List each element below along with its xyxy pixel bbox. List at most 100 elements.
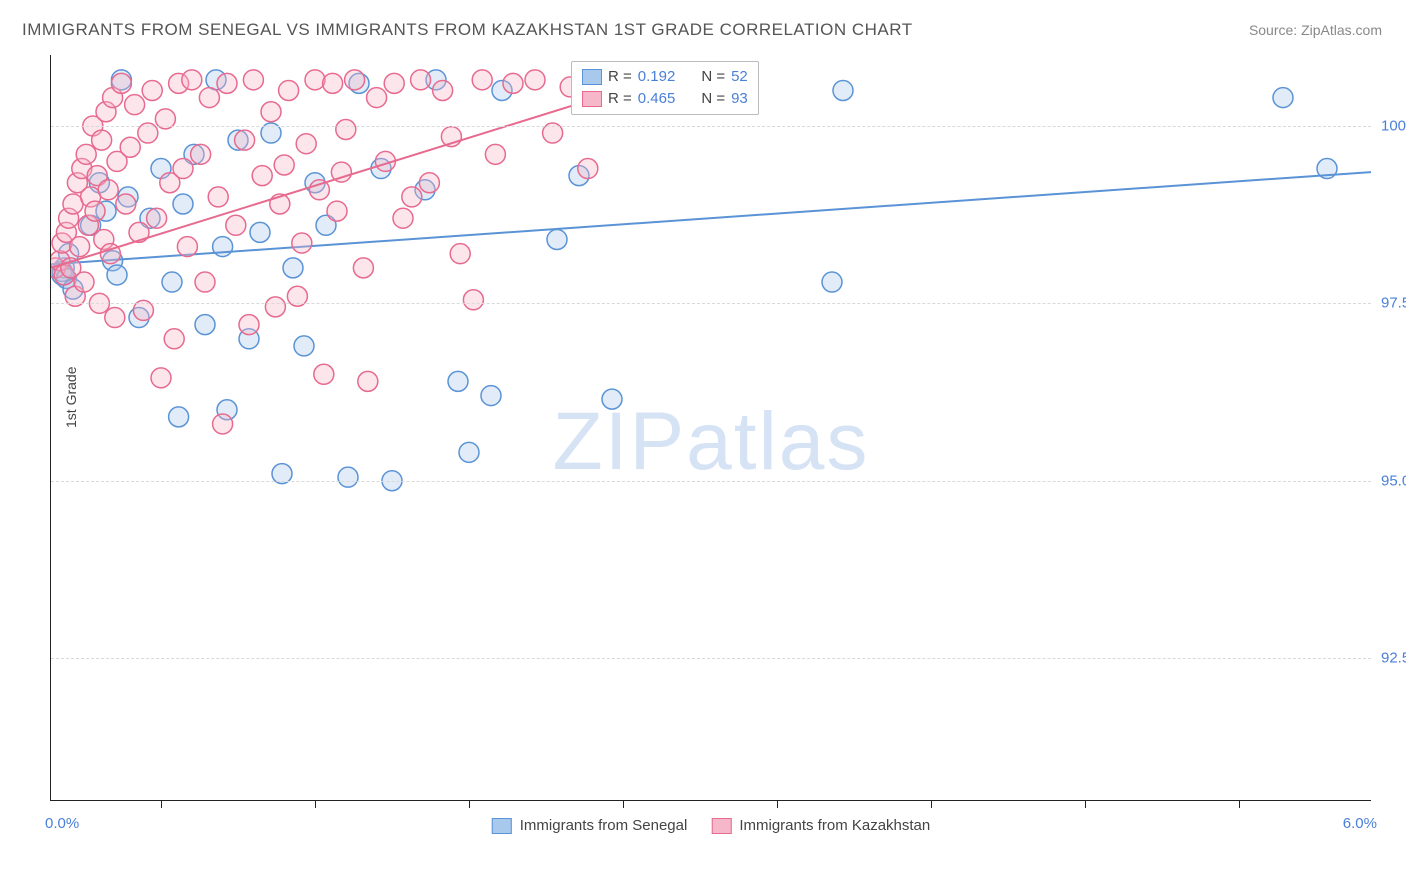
scatter-point-kazakhstan bbox=[314, 364, 334, 384]
correlation-legend: R = 0.192N = 52R = 0.465N = 93 bbox=[571, 61, 759, 115]
series-legend: Immigrants from Senegal Immigrants from K… bbox=[492, 817, 930, 834]
x-tick bbox=[161, 800, 162, 808]
scatter-point-kazakhstan bbox=[142, 80, 162, 100]
scatter-point-kazakhstan bbox=[358, 371, 378, 391]
scatter-point-senegal bbox=[162, 272, 182, 292]
scatter-point-kazakhstan bbox=[296, 134, 316, 154]
plot-svg bbox=[51, 55, 1371, 800]
gridline-h bbox=[51, 658, 1371, 659]
scatter-point-kazakhstan bbox=[182, 70, 202, 90]
scatter-point-senegal bbox=[602, 389, 622, 409]
scatter-point-kazakhstan bbox=[116, 194, 136, 214]
scatter-point-kazakhstan bbox=[384, 73, 404, 93]
x-min-label: 0.0% bbox=[45, 815, 79, 832]
scatter-point-kazakhstan bbox=[323, 73, 343, 93]
x-tick bbox=[931, 800, 932, 808]
scatter-point-kazakhstan bbox=[177, 237, 197, 257]
scatter-point-kazakhstan bbox=[327, 201, 347, 221]
scatter-point-kazakhstan bbox=[578, 159, 598, 179]
scatter-point-kazakhstan bbox=[252, 166, 272, 186]
scatter-point-kazakhstan bbox=[261, 102, 281, 122]
scatter-point-kazakhstan bbox=[76, 144, 96, 164]
legend-n-value: 52 bbox=[731, 66, 748, 88]
y-tick-label: 97.5% bbox=[1381, 295, 1406, 312]
scatter-point-senegal bbox=[107, 265, 127, 285]
scatter-point-senegal bbox=[833, 80, 853, 100]
scatter-point-kazakhstan bbox=[92, 130, 112, 150]
x-tick bbox=[469, 800, 470, 808]
scatter-point-senegal bbox=[481, 386, 501, 406]
scatter-point-kazakhstan bbox=[85, 201, 105, 221]
scatter-point-senegal bbox=[250, 222, 270, 242]
scatter-point-kazakhstan bbox=[411, 70, 431, 90]
scatter-point-senegal bbox=[283, 258, 303, 278]
gridline-h bbox=[51, 126, 1371, 127]
scatter-point-kazakhstan bbox=[305, 70, 325, 90]
scatter-point-senegal bbox=[169, 407, 189, 427]
scatter-point-kazakhstan bbox=[243, 70, 263, 90]
scatter-point-kazakhstan bbox=[151, 368, 171, 388]
legend-bottom-swatch-kazakhstan bbox=[711, 818, 731, 834]
y-tick-label: 92.5% bbox=[1381, 650, 1406, 667]
legend-r-label: R = bbox=[608, 88, 632, 110]
legend-r-label: R = bbox=[608, 66, 632, 88]
legend-bottom-swatch-senegal bbox=[492, 818, 512, 834]
scatter-point-kazakhstan bbox=[274, 155, 294, 175]
scatter-point-kazakhstan bbox=[450, 244, 470, 264]
legend-bottom-label-senegal: Immigrants from Senegal bbox=[520, 817, 688, 834]
scatter-point-kazakhstan bbox=[217, 73, 237, 93]
scatter-point-senegal bbox=[173, 194, 193, 214]
scatter-point-kazakhstan bbox=[279, 80, 299, 100]
y-tick-label: 100.0% bbox=[1381, 117, 1406, 134]
legend-n-label: N = bbox=[701, 88, 725, 110]
x-max-label: 6.0% bbox=[1343, 815, 1377, 832]
scatter-point-kazakhstan bbox=[402, 187, 422, 207]
scatter-point-kazakhstan bbox=[353, 258, 373, 278]
scatter-point-kazakhstan bbox=[367, 88, 387, 108]
source-name: ZipAtlas.com bbox=[1301, 22, 1382, 38]
scatter-point-kazakhstan bbox=[265, 297, 285, 317]
scatter-point-kazakhstan bbox=[463, 290, 483, 310]
y-axis-label: 1st Grade bbox=[63, 366, 79, 427]
scatter-point-senegal bbox=[338, 467, 358, 487]
legend-n-label: N = bbox=[701, 66, 725, 88]
scatter-point-kazakhstan bbox=[393, 208, 413, 228]
scatter-point-kazakhstan bbox=[98, 180, 118, 200]
legend-r-value: 0.465 bbox=[638, 88, 676, 110]
scatter-point-kazakhstan bbox=[345, 70, 365, 90]
scatter-point-kazakhstan bbox=[120, 137, 140, 157]
trend-line-senegal bbox=[51, 172, 1371, 264]
legend-swatch-senegal bbox=[582, 69, 602, 85]
scatter-point-kazakhstan bbox=[129, 222, 149, 242]
gridline-h bbox=[51, 303, 1371, 304]
scatter-point-kazakhstan bbox=[125, 95, 145, 115]
scatter-point-kazakhstan bbox=[70, 237, 90, 257]
y-tick-label: 95.0% bbox=[1381, 472, 1406, 489]
x-tick bbox=[1239, 800, 1240, 808]
scatter-point-senegal bbox=[1273, 88, 1293, 108]
scatter-point-senegal bbox=[195, 315, 215, 335]
scatter-point-kazakhstan bbox=[433, 80, 453, 100]
x-tick bbox=[777, 800, 778, 808]
source-label: Source: ZipAtlas.com bbox=[1249, 22, 1382, 38]
scatter-point-kazakhstan bbox=[195, 272, 215, 292]
scatter-point-kazakhstan bbox=[173, 159, 193, 179]
scatter-point-kazakhstan bbox=[147, 208, 167, 228]
scatter-point-senegal bbox=[459, 442, 479, 462]
scatter-point-kazakhstan bbox=[485, 144, 505, 164]
scatter-point-kazakhstan bbox=[199, 88, 219, 108]
legend-top-row-kazakhstan: R = 0.465N = 93 bbox=[582, 88, 748, 110]
scatter-point-kazakhstan bbox=[503, 73, 523, 93]
scatter-point-kazakhstan bbox=[164, 329, 184, 349]
x-tick bbox=[1085, 800, 1086, 808]
scatter-point-kazakhstan bbox=[235, 130, 255, 150]
scatter-point-senegal bbox=[822, 272, 842, 292]
scatter-point-kazakhstan bbox=[292, 233, 312, 253]
legend-top-row-senegal: R = 0.192N = 52 bbox=[582, 66, 748, 88]
plot-area: ZIPatlas R = 0.192N = 52R = 0.465N = 93 … bbox=[50, 55, 1371, 801]
legend-bottom-item-kazakhstan: Immigrants from Kazakhstan bbox=[711, 817, 930, 834]
legend-bottom-label-kazakhstan: Immigrants from Kazakhstan bbox=[739, 817, 930, 834]
x-tick bbox=[623, 800, 624, 808]
scatter-point-kazakhstan bbox=[111, 73, 131, 93]
scatter-point-kazakhstan bbox=[226, 215, 246, 235]
